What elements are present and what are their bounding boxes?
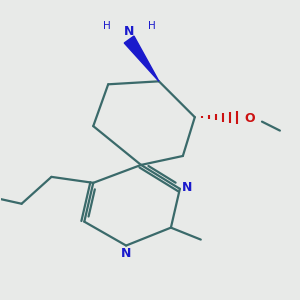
Text: H: H [103,21,111,31]
Polygon shape [124,36,159,81]
Text: N: N [121,247,131,260]
Text: N: N [182,181,193,194]
Text: N: N [124,25,134,38]
Text: H: H [148,21,155,31]
Text: O: O [245,112,255,125]
